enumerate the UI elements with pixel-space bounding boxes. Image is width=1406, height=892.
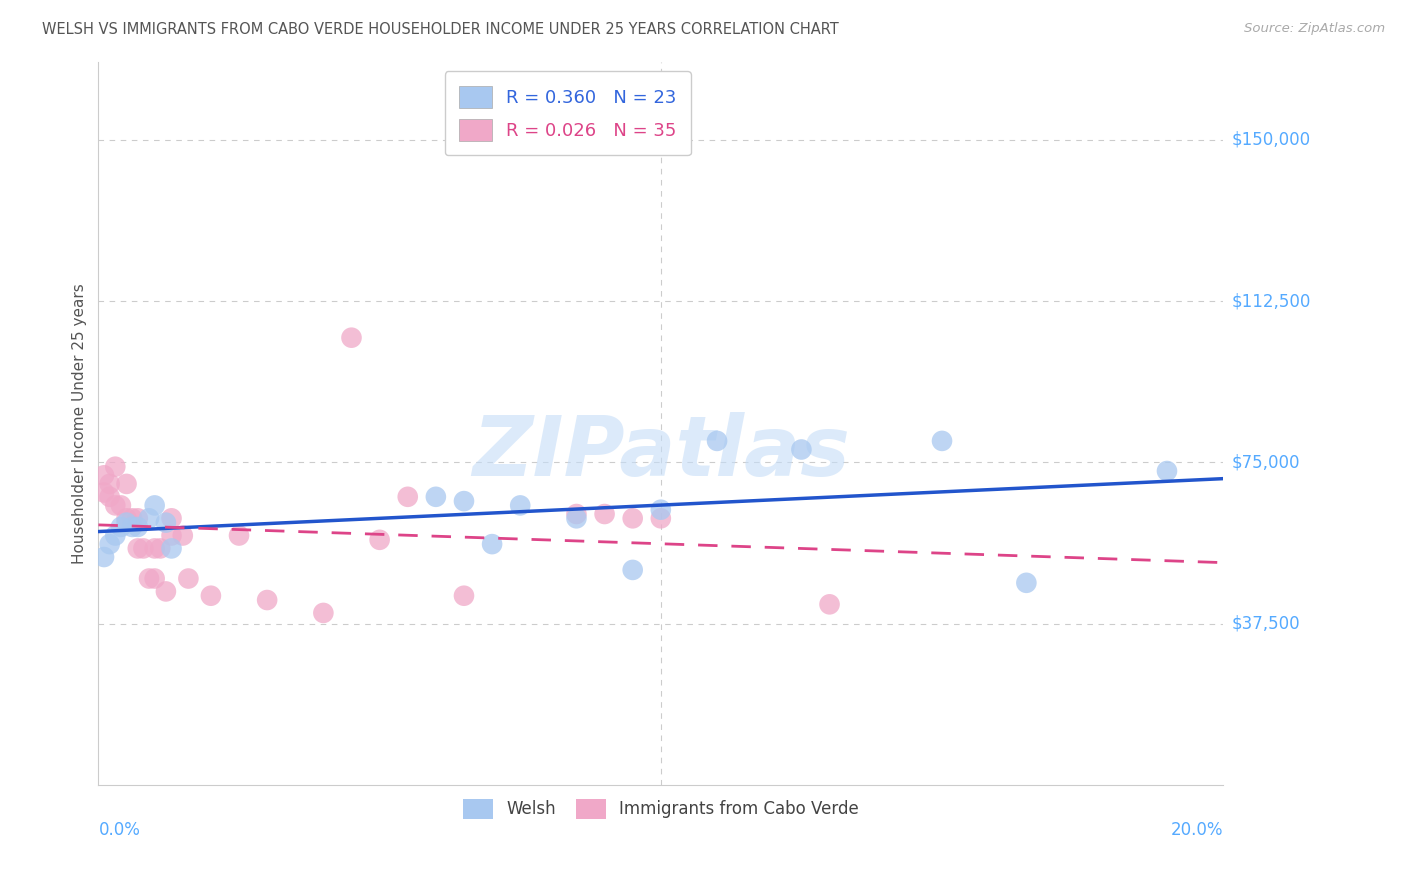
Point xyxy=(177,572,200,586)
Point xyxy=(565,511,588,525)
Point xyxy=(160,541,183,556)
Point xyxy=(650,502,672,516)
Point xyxy=(818,598,841,612)
Point xyxy=(200,589,222,603)
Point xyxy=(621,511,644,525)
Point xyxy=(396,490,419,504)
Text: WELSH VS IMMIGRANTS FROM CABO VERDE HOUSEHOLDER INCOME UNDER 25 YEARS CORRELATIO: WELSH VS IMMIGRANTS FROM CABO VERDE HOUS… xyxy=(42,22,839,37)
Point xyxy=(93,485,115,500)
Point xyxy=(143,541,166,556)
Point xyxy=(121,511,143,525)
Legend: Welsh, Immigrants from Cabo Verde: Welsh, Immigrants from Cabo Verde xyxy=(454,790,868,827)
Point xyxy=(104,528,127,542)
Text: Source: ZipAtlas.com: Source: ZipAtlas.com xyxy=(1244,22,1385,36)
Point xyxy=(453,494,475,508)
Text: 20.0%: 20.0% xyxy=(1171,821,1223,839)
Text: ZIPatlas: ZIPatlas xyxy=(472,412,849,493)
Point xyxy=(228,528,250,542)
Point xyxy=(104,459,127,474)
Point xyxy=(931,434,953,448)
Text: $150,000: $150,000 xyxy=(1232,131,1310,149)
Text: 0.0%: 0.0% xyxy=(98,821,141,839)
Point xyxy=(127,511,149,525)
Point xyxy=(650,511,672,525)
Point xyxy=(256,593,278,607)
Text: $75,000: $75,000 xyxy=(1232,453,1301,471)
Point xyxy=(790,442,813,457)
Point xyxy=(172,528,194,542)
Point xyxy=(453,589,475,603)
Point xyxy=(1156,464,1178,478)
Point xyxy=(340,331,363,345)
Point xyxy=(115,476,138,491)
Point xyxy=(1015,575,1038,590)
Point xyxy=(425,490,447,504)
Point xyxy=(132,541,155,556)
Point xyxy=(110,520,132,534)
Point xyxy=(104,499,127,513)
Point xyxy=(565,507,588,521)
Point xyxy=(93,468,115,483)
Point xyxy=(98,476,121,491)
Text: $112,500: $112,500 xyxy=(1232,292,1310,310)
Point xyxy=(621,563,644,577)
Y-axis label: Householder Income Under 25 years: Householder Income Under 25 years xyxy=(72,284,87,564)
Point xyxy=(127,541,149,556)
Point xyxy=(115,511,138,525)
Point xyxy=(481,537,503,551)
Text: $37,500: $37,500 xyxy=(1232,615,1301,632)
Point xyxy=(706,434,728,448)
Point xyxy=(127,520,149,534)
Point xyxy=(110,499,132,513)
Point xyxy=(138,511,160,525)
Point xyxy=(98,490,121,504)
Point xyxy=(121,520,143,534)
Point xyxy=(509,499,531,513)
Point xyxy=(138,572,160,586)
Point xyxy=(143,572,166,586)
Point xyxy=(93,549,115,564)
Point xyxy=(155,516,177,530)
Point xyxy=(143,499,166,513)
Point xyxy=(160,511,183,525)
Point xyxy=(593,507,616,521)
Point xyxy=(98,537,121,551)
Point xyxy=(312,606,335,620)
Point xyxy=(115,516,138,530)
Point xyxy=(160,528,183,542)
Point xyxy=(149,541,172,556)
Point xyxy=(368,533,391,547)
Point xyxy=(155,584,177,599)
